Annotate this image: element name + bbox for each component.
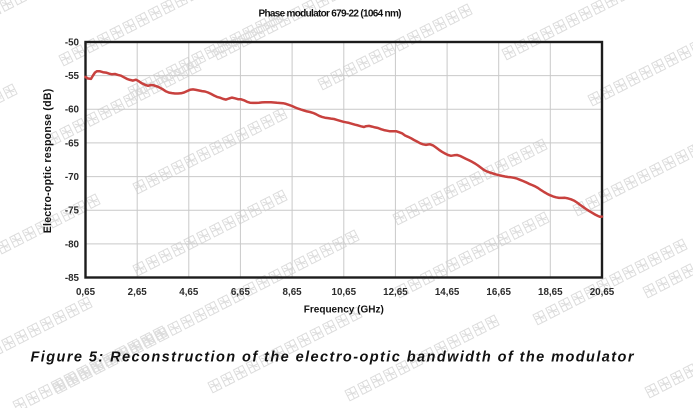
svg-text:2,65: 2,65 (128, 287, 148, 298)
svg-text:-80: -80 (65, 239, 80, 250)
svg-text:18,65: 18,65 (538, 287, 563, 298)
svg-text:14,65: 14,65 (435, 287, 460, 298)
svg-text:6,65: 6,65 (231, 287, 251, 298)
svg-text:Figure 5: Reconstruction of th: Figure 5: Reconstruction of the electro-… (31, 349, 635, 365)
svg-text:20,65: 20,65 (590, 287, 615, 298)
svg-text:Phase modulator 679-22 (1064 n: Phase modulator 679-22 (1064 nm) (259, 9, 402, 20)
svg-text:-60: -60 (65, 105, 80, 116)
svg-text:16,65: 16,65 (486, 287, 511, 298)
svg-text:-50: -50 (65, 37, 80, 48)
svg-text:0,65: 0,65 (76, 287, 96, 298)
svg-text:Frequency (GHz): Frequency (GHz) (304, 305, 384, 316)
svg-text:12,65: 12,65 (383, 287, 408, 298)
svg-text:-70: -70 (65, 172, 80, 183)
svg-text:-75: -75 (65, 206, 80, 217)
svg-text:4,65: 4,65 (179, 287, 199, 298)
svg-text:-55: -55 (65, 71, 80, 82)
svg-text:Electro-optic response (dB): Electro-optic response (dB) (42, 89, 54, 234)
svg-text:-85: -85 (65, 273, 80, 284)
svg-text:-65: -65 (65, 138, 80, 149)
svg-text:8,65: 8,65 (283, 287, 303, 298)
svg-text:10,65: 10,65 (332, 287, 357, 298)
